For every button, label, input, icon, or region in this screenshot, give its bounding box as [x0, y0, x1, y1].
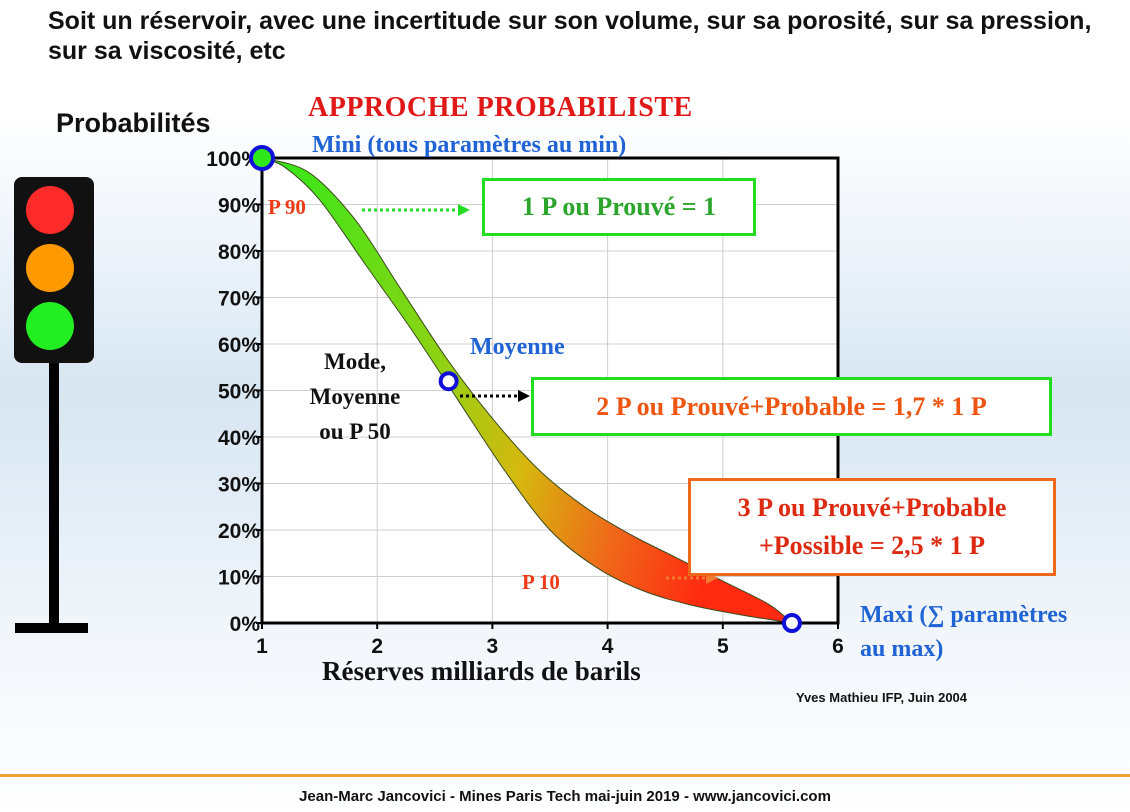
- traffic-light-base: [15, 623, 88, 633]
- slide-heading: Soit un réservoir, avec une incertitude …: [48, 7, 1092, 65]
- credit-text: Yves Mathieu IFP, Juin 2004: [796, 690, 968, 705]
- p10-label: P 10: [522, 570, 560, 594]
- arrow-moyenne-head: [518, 390, 530, 402]
- x-tick-label: 5: [717, 635, 729, 658]
- box-1p-text: 1 P ou Prouvé = 1: [521, 192, 717, 221]
- box-2p-text: 2 P ou Prouvé+Probable = 1,7 * 1 P: [596, 391, 987, 421]
- y-tick-label: 0%: [230, 613, 261, 636]
- x-axis-title: Réserves milliards de barils: [322, 656, 641, 686]
- y-tick-label: 60%: [218, 334, 260, 357]
- marker-mini: [249, 145, 275, 171]
- y-tick-label: 90%: [218, 195, 260, 218]
- y-tick-labels: 0% 10% 20% 30% 40% 50% 60% 70% 80% 90% 100%: [206, 148, 262, 636]
- box-3p-line-2: +Possible = 2,5 * 1 P: [758, 531, 986, 560]
- mode-label: Mode, Moyenne ou P 50: [290, 344, 420, 449]
- p90-label: P 90: [268, 195, 306, 219]
- traffic-light-icon: [14, 177, 94, 633]
- y-tick-label: 80%: [218, 241, 260, 264]
- box-1p: 1 P ou Prouvé = 1: [482, 178, 756, 236]
- y-tick-label: 10%: [218, 567, 260, 590]
- y-tick-label: 50%: [218, 381, 260, 404]
- x-tick-labels: 1 2 3 4 5 6: [256, 623, 844, 658]
- box-3p: 3 P ou Prouvé+Probable +Possible = 2,5 *…: [688, 478, 1056, 576]
- orange-lamp-icon: [26, 244, 74, 292]
- box-2p: 2 P ou Prouvé+Probable = 1,7 * 1 P: [531, 377, 1052, 436]
- x-tick-label: 1: [256, 635, 268, 658]
- maxi-line-1: Maxi (∑ paramètres: [860, 602, 1068, 628]
- x-tick-label: 3: [487, 635, 499, 658]
- y-tick-label: 30%: [218, 474, 260, 497]
- y-tick-label: 70%: [218, 288, 260, 311]
- red-lamp-icon: [26, 186, 74, 234]
- y-tick-label: 100%: [206, 148, 260, 171]
- maxi-label: Maxi (∑ paramètres au max): [860, 598, 1120, 666]
- marker-maxi: [781, 613, 802, 633]
- mode-line-3: ou P 50: [319, 419, 391, 444]
- approach-title: APPROCHE PROBABILISTE: [308, 92, 693, 123]
- maxi-line-2: au max): [860, 636, 944, 662]
- mode-line-1: Mode,: [324, 349, 386, 374]
- mini-label: Mini (tous paramètres au min): [312, 132, 627, 158]
- y-axis-title: Probabilités: [56, 108, 211, 138]
- point-markers: [249, 145, 802, 633]
- box-3p-line-1: 3 P ou Prouvé+Probable: [737, 493, 1007, 522]
- green-lamp-icon: [26, 302, 74, 350]
- footer-text: Jean-Marc Jancovici - Mines Paris Tech m…: [299, 788, 831, 805]
- marker-moyenne: [438, 371, 459, 392]
- moyenne-label: Moyenne: [470, 334, 565, 360]
- x-tick-label: 6: [832, 635, 844, 658]
- y-tick-label: 20%: [218, 520, 260, 543]
- x-tick-label: 2: [371, 635, 383, 658]
- traffic-light-pole: [49, 358, 59, 628]
- mode-line-2: Moyenne: [309, 384, 401, 409]
- y-tick-label: 40%: [218, 427, 260, 450]
- footer-divider: [0, 774, 1130, 777]
- arrow-p90-head: [458, 204, 470, 216]
- x-tick-label: 4: [602, 635, 614, 658]
